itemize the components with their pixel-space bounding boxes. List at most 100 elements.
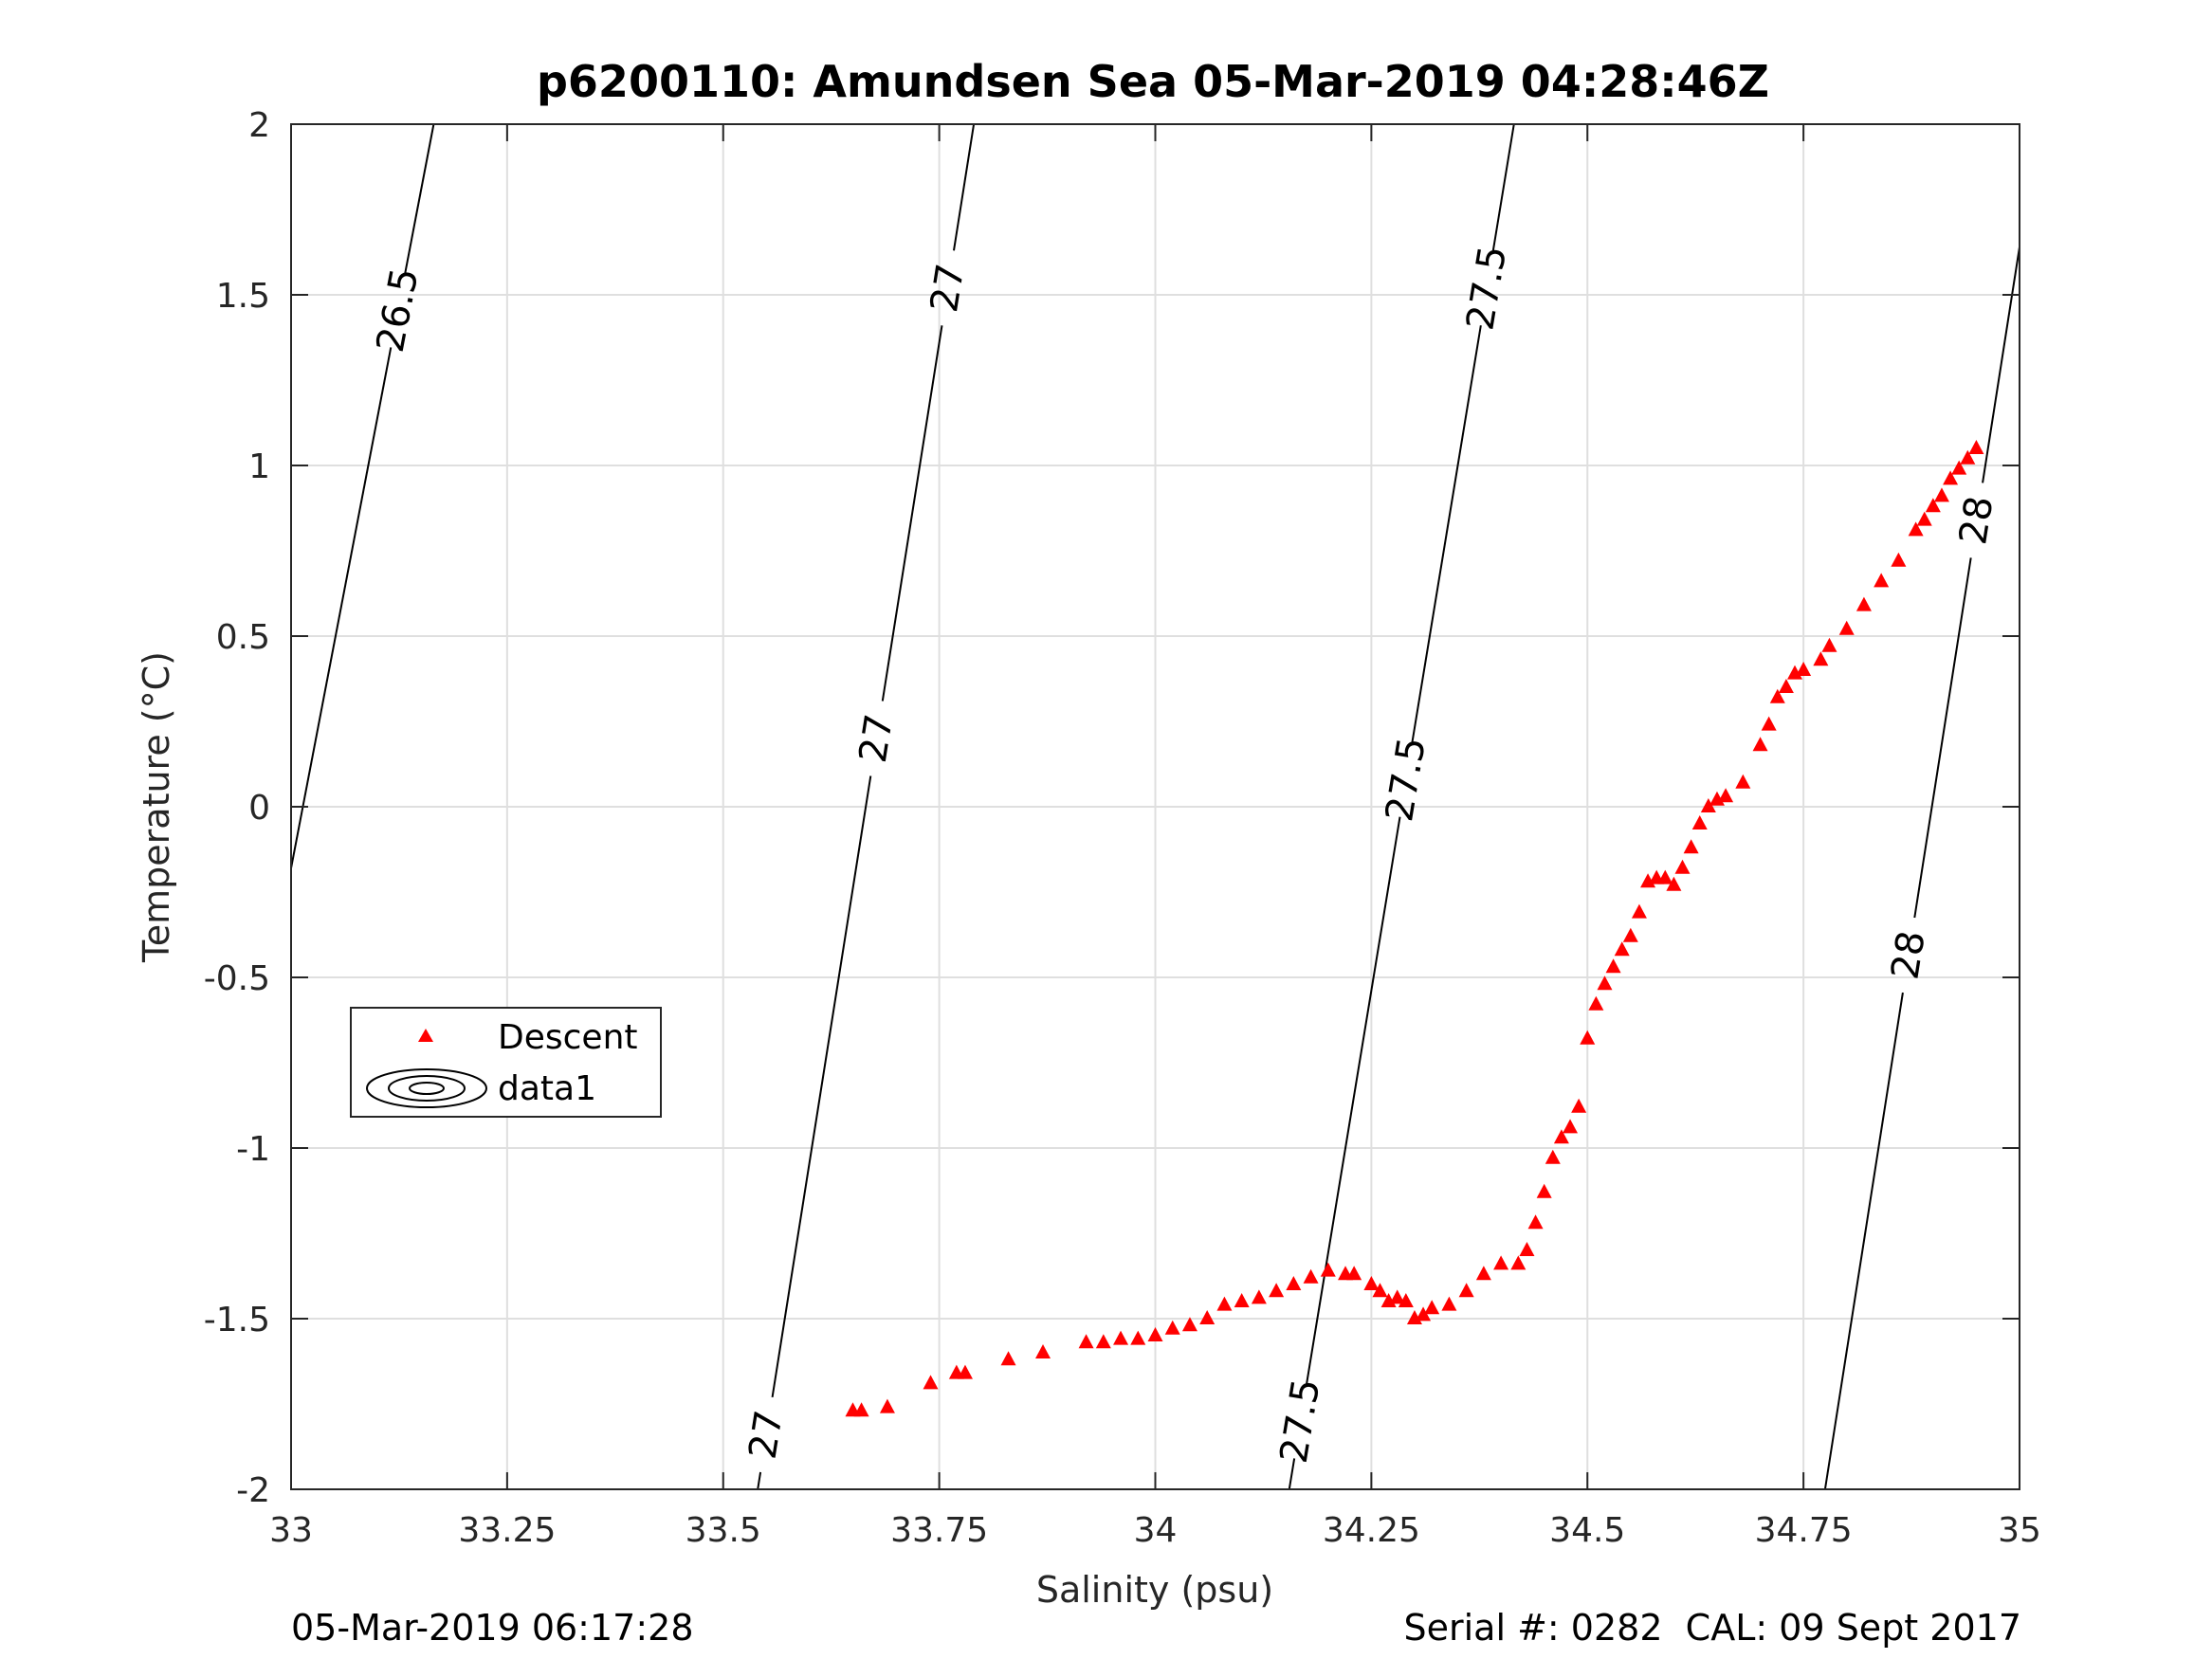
- descent-point: [1769, 688, 1785, 703]
- descent-point: [1691, 815, 1708, 830]
- descent-point: [1519, 1242, 1535, 1256]
- descent-point: [1778, 679, 1794, 693]
- contour-label: 28: [1883, 928, 1933, 982]
- descent-point: [1874, 573, 1890, 588]
- descent-point: [1493, 1255, 1509, 1270]
- y-axis-ticks: -2 -1.5 -1 -0.5 0 0.5 1 1.5 2: [204, 106, 2020, 1510]
- descent-point: [1856, 596, 1872, 611]
- descent-point: [1424, 1300, 1440, 1315]
- descent-point: [923, 1375, 939, 1390]
- x-tick-label: 33.5: [686, 1511, 761, 1550]
- contour-line-segment: [1982, 246, 2020, 483]
- x-axis-ticks: 33 33.25 33.5 33.75 34 34.25 34.5 34.75 35: [269, 124, 2041, 1550]
- descent-point: [1813, 651, 1829, 666]
- descent-point: [1683, 839, 1699, 854]
- descent-point: [1269, 1283, 1285, 1298]
- descent-point: [1389, 1289, 1405, 1304]
- descent-point: [1130, 1330, 1146, 1345]
- descent-point: [1674, 859, 1691, 874]
- contour-line-segment: [757, 1471, 762, 1490]
- descent-point: [1320, 1262, 1336, 1277]
- descent-point: [1580, 1030, 1596, 1045]
- contour-line-segment: [404, 123, 435, 274]
- descent-point: [1000, 1351, 1016, 1366]
- descent-point: [1666, 876, 1682, 891]
- descent-point: [1035, 1344, 1051, 1358]
- grid-lines: [290, 123, 2020, 1490]
- descent-point: [1199, 1310, 1216, 1324]
- x-axis-label: Salinity (psu): [1036, 1569, 1273, 1611]
- descent-point: [1527, 1214, 1544, 1230]
- descent-point: [1657, 869, 1673, 884]
- x-tick-label: 33: [269, 1511, 313, 1550]
- legend-contour-icon: [366, 1068, 487, 1108]
- y-tick-label: 1: [248, 447, 270, 486]
- descent-point: [1164, 1320, 1180, 1335]
- contour-line-segment: [881, 325, 943, 702]
- descent-point: [1363, 1276, 1380, 1290]
- chart-title: p6200110: Amundsen Sea 05-Mar-2019 04:28…: [537, 56, 1769, 107]
- descent-point: [1605, 958, 1621, 974]
- descent-point: [1700, 798, 1716, 812]
- x-tick-label: 34.75: [1755, 1511, 1853, 1550]
- descent-point: [1752, 737, 1768, 752]
- density-contours: [290, 123, 2020, 1490]
- descent-point: [1078, 1334, 1094, 1349]
- descent-point: [1545, 1149, 1561, 1164]
- contour-label: 28: [1951, 493, 2002, 547]
- descent-point: [1416, 1306, 1432, 1322]
- descent-point: [1372, 1283, 1388, 1298]
- descent-point: [1622, 927, 1638, 942]
- legend-label-descent: Descent: [498, 1018, 638, 1057]
- descent-point: [1234, 1293, 1250, 1307]
- descent-point: [1571, 1098, 1587, 1113]
- x-tick-label: 34.5: [1549, 1511, 1625, 1550]
- descent-point: [1475, 1266, 1491, 1281]
- descent-point: [1916, 511, 1932, 526]
- descent-point: [879, 1398, 895, 1413]
- contour-line-segment: [1306, 816, 1401, 1384]
- descent-series: [845, 440, 1984, 1417]
- x-tick-label: 33.75: [890, 1511, 988, 1550]
- descent-point: [1597, 975, 1613, 991]
- descent-point: [1563, 1119, 1579, 1134]
- descent-point: [1181, 1317, 1197, 1332]
- descent-point: [1147, 1327, 1163, 1341]
- contour-line-segment: [1823, 992, 1904, 1490]
- contour-label: 27: [923, 261, 973, 315]
- legend-label-data1: data1: [498, 1069, 596, 1108]
- x-tick-label: 33.25: [458, 1511, 556, 1550]
- y-tick-label: 0.5: [216, 618, 270, 657]
- footer-timestamp: 05-Mar-2019 06:17:28: [291, 1607, 694, 1649]
- descent-point: [957, 1364, 973, 1379]
- descent-point: [1588, 995, 1604, 1011]
- y-tick-label: 0: [248, 789, 270, 828]
- descent-point: [1113, 1330, 1129, 1345]
- descent-point: [1286, 1276, 1302, 1290]
- descent-point: [1951, 460, 1967, 475]
- descent-point: [1891, 552, 1907, 567]
- legend: Descent data1: [350, 1007, 662, 1118]
- descent-point: [1614, 941, 1630, 957]
- descent-point: [1458, 1283, 1474, 1298]
- contour-line-segment: [290, 347, 393, 868]
- y-tick-label: -2: [236, 1471, 270, 1510]
- contour-label: 27: [741, 1408, 792, 1462]
- descent-point: [1796, 662, 1812, 676]
- contour-line-segment: [1288, 1458, 1296, 1490]
- descent-point: [1441, 1296, 1457, 1311]
- descent-point: [1908, 521, 1924, 537]
- y-tick-label: 2: [248, 106, 270, 145]
- x-tick-label: 34: [1134, 1511, 1178, 1550]
- descent-point: [1553, 1129, 1569, 1144]
- y-tick-label: -1.5: [204, 1301, 270, 1340]
- descent-point: [1821, 637, 1837, 652]
- descent-point: [1933, 487, 1949, 502]
- y-axis-label: Temperature (°C): [136, 651, 177, 963]
- descent-point: [1718, 788, 1734, 803]
- descent-point: [1398, 1293, 1414, 1307]
- descent-point: [1943, 470, 1959, 485]
- contour-line-segment: [1411, 325, 1482, 742]
- descent-point: [1968, 440, 1984, 454]
